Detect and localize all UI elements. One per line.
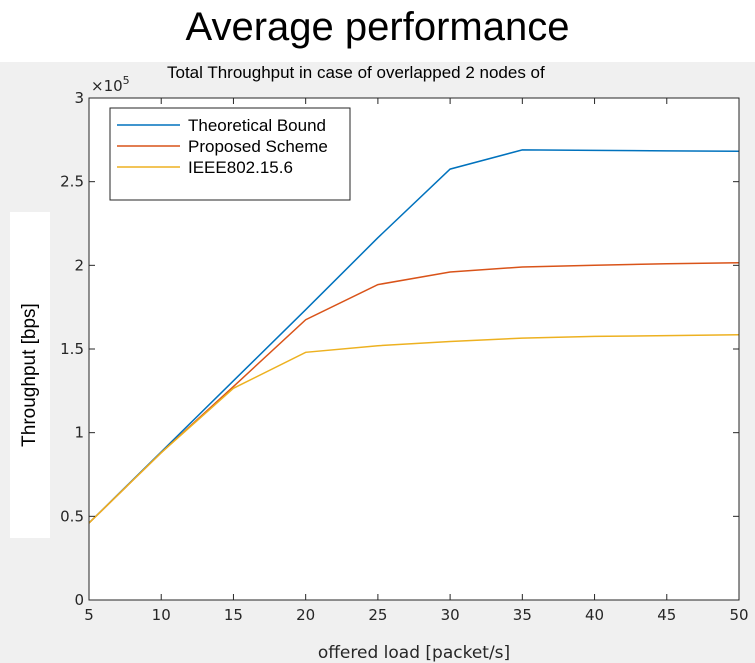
y-tick-label: 0.5: [60, 507, 84, 525]
x-tick-label: 35: [513, 606, 532, 624]
chart-title: Total Throughput in case of overlapped 2…: [167, 63, 545, 82]
x-tick-label: 5: [84, 606, 94, 624]
x-tick-label: 10: [152, 606, 171, 624]
legend: Theoretical Bound Proposed Scheme IEEE802.…: [109, 107, 351, 201]
y-axis-label: Throughput [bps]: [19, 303, 40, 447]
legend-entry-label: Theoretical Bound: [188, 116, 326, 135]
x-tick-label: 40: [585, 606, 604, 624]
y-tick-label: 1.5: [60, 340, 84, 358]
x-tick-label: 15: [224, 606, 243, 624]
legend-entry-label: IEEE802.15.6: [188, 158, 293, 177]
x-tick-label: 20: [296, 606, 315, 624]
series-group: [88, 149, 740, 524]
x-tick-label: 45: [657, 606, 676, 624]
x-tick-label: 50: [729, 606, 748, 624]
y-tick-label: 3: [74, 89, 84, 107]
series-line-1: [88, 149, 740, 524]
legend-box: [109, 107, 351, 201]
series-line-3: [88, 334, 740, 524]
y-tick-labels: 0 0.5 1 1.5 2 2.5 3: [60, 89, 84, 609]
page-title: Average performance: [185, 5, 570, 49]
y-tick-label: 1: [74, 424, 84, 442]
tick-marks: [88, 97, 740, 601]
x-tick-label: 30: [441, 606, 460, 624]
y-multiplier: ×105: [91, 74, 130, 95]
legend-entry-label: Proposed Scheme: [188, 137, 328, 156]
y-tick-label: 2: [74, 256, 84, 274]
x-tick-label: 25: [368, 606, 387, 624]
y-tick-label: 2.5: [60, 173, 84, 191]
x-tick-labels: 5 10 15 20 25 30 35 40 45 50: [84, 606, 748, 624]
y-axis-label-background: [10, 212, 50, 538]
y-tick-label: 0: [74, 591, 84, 609]
x-axis-label: offered load [packet/s]: [318, 643, 510, 663]
